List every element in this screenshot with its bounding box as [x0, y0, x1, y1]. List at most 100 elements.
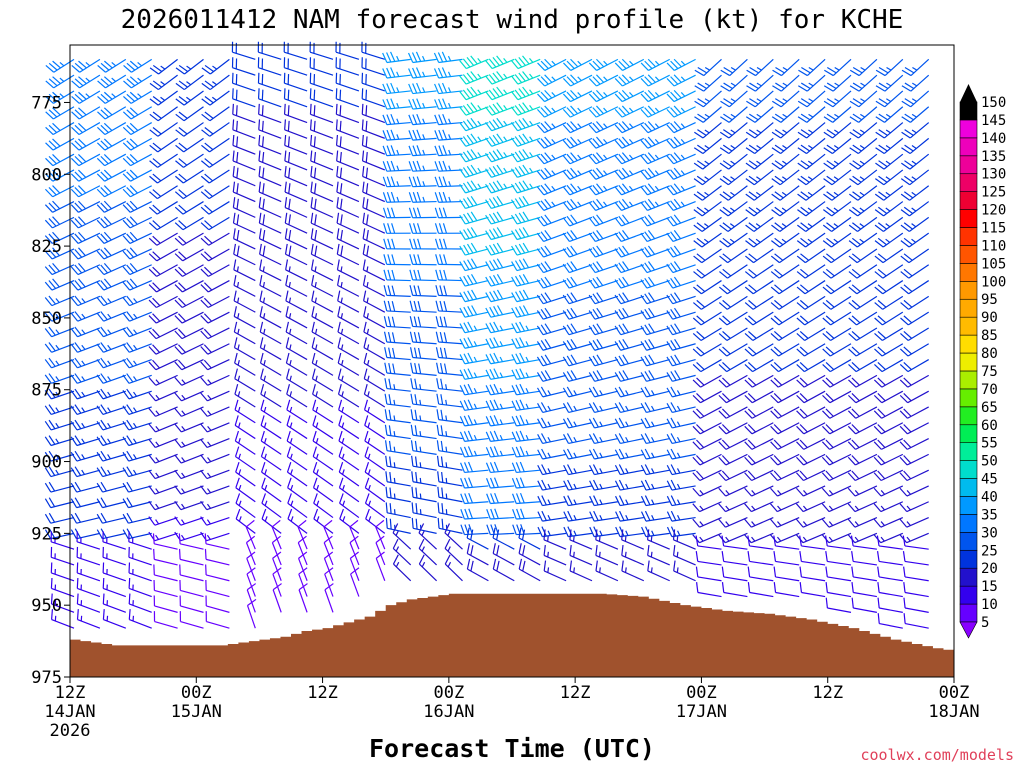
- wind-barb: [744, 453, 774, 466]
- y-tick-label: 875: [31, 381, 62, 401]
- wind-barb: [589, 510, 618, 522]
- wind-barb: [408, 67, 437, 79]
- wind-barb: [640, 121, 670, 134]
- wind-barb: [96, 357, 127, 369]
- wind-barb: [175, 122, 204, 137]
- wind-barb: [485, 321, 515, 334]
- wind-barb: [666, 214, 696, 227]
- wind-barb: [796, 248, 826, 264]
- wind-barb: [486, 508, 515, 520]
- wind-barb: [122, 247, 152, 260]
- wind-barb: [201, 90, 230, 106]
- wind-barb: [485, 273, 515, 287]
- wind-barb: [201, 106, 230, 122]
- wind-barb: [459, 242, 489, 256]
- wind-barb: [149, 74, 178, 91]
- wind-barb: [200, 216, 230, 231]
- wind-barb: [466, 558, 489, 582]
- wind-barb: [899, 359, 930, 373]
- wind-barb: [235, 462, 256, 487]
- wind-barb: [418, 538, 438, 566]
- wind-barb: [640, 323, 670, 336]
- wind-barb: [200, 422, 230, 433]
- wind-barb: [825, 551, 852, 566]
- wind-barb: [614, 292, 644, 305]
- wind-barb: [900, 169, 930, 186]
- wind-barb: [148, 422, 178, 433]
- wind-barb: [720, 106, 748, 123]
- wind-barb: [562, 152, 593, 165]
- wind-barb: [745, 216, 774, 232]
- colorbar-label: 65: [981, 400, 998, 416]
- wind-barb: [174, 264, 204, 277]
- wind-barb: [122, 262, 152, 276]
- wind-barb: [849, 58, 878, 77]
- wind-barb: [510, 86, 541, 101]
- wind-barb: [437, 502, 463, 519]
- wind-barb: [615, 495, 644, 507]
- wind-barb: [200, 185, 230, 200]
- wind-barb: [70, 388, 101, 400]
- wind-barb: [746, 90, 774, 108]
- wind-barb: [460, 461, 489, 474]
- wind-barb: [153, 611, 178, 629]
- wind-barb: [232, 103, 256, 124]
- wind-barb: [485, 102, 515, 116]
- wind-barb: [588, 105, 619, 118]
- wind-barb: [122, 153, 152, 167]
- wind-barb: [149, 58, 178, 75]
- wind-barb: [692, 406, 722, 419]
- wind-barb: [847, 469, 878, 482]
- wind-barb: [901, 106, 930, 123]
- wind-barb: [537, 526, 567, 538]
- wind-barb: [536, 354, 567, 367]
- wind-barb: [310, 212, 334, 234]
- wind-barb: [718, 438, 748, 450]
- wind-barb: [797, 201, 826, 217]
- wind-barb: [284, 243, 308, 266]
- colorbar-label: 55: [981, 436, 998, 452]
- wind-barb: [873, 485, 904, 497]
- wind-barb: [284, 197, 308, 218]
- wind-barb: [769, 517, 800, 528]
- wind-barb: [433, 67, 463, 79]
- wind-barb: [614, 230, 645, 243]
- wind-barb: [259, 274, 282, 297]
- colorbar-swatch: [959, 119, 978, 139]
- wind-barb: [621, 529, 645, 550]
- x-tick-label: 00Z: [939, 683, 970, 703]
- wind-barb: [851, 566, 877, 582]
- colorbar-swatch: [959, 603, 978, 623]
- colorbar-label: 85: [981, 328, 998, 344]
- wind-barb: [718, 517, 748, 528]
- wind-barb: [70, 419, 101, 431]
- wind-barb: [459, 352, 489, 365]
- wind-barb: [313, 508, 334, 534]
- wind-barb: [437, 486, 463, 503]
- wind-barb: [563, 58, 593, 71]
- wind-barb: [848, 232, 878, 248]
- wind-barb: [771, 216, 800, 232]
- wind-barb: [392, 523, 412, 550]
- wind-barb: [283, 72, 308, 92]
- wind-barb: [259, 337, 282, 361]
- colorbar-label: 70: [981, 382, 998, 398]
- wind-barb: [409, 269, 437, 282]
- wind-barb: [246, 598, 257, 629]
- wind-barb: [640, 495, 670, 507]
- wind-barb: [200, 516, 230, 526]
- wind-barb: [410, 409, 437, 424]
- wind-barb: [511, 273, 541, 287]
- wind-barb: [411, 455, 437, 471]
- wind-barb: [510, 211, 541, 225]
- wind-barb: [874, 248, 904, 264]
- wind-barb: [70, 247, 101, 260]
- wind-barb: [511, 227, 541, 241]
- wind-barb: [382, 82, 411, 95]
- wind-barb: [122, 185, 152, 198]
- wind-barb: [796, 295, 826, 310]
- wind-barb: [899, 501, 929, 513]
- wind-barb: [434, 176, 463, 188]
- wind-barb: [444, 538, 463, 566]
- wind-barb: [851, 597, 878, 613]
